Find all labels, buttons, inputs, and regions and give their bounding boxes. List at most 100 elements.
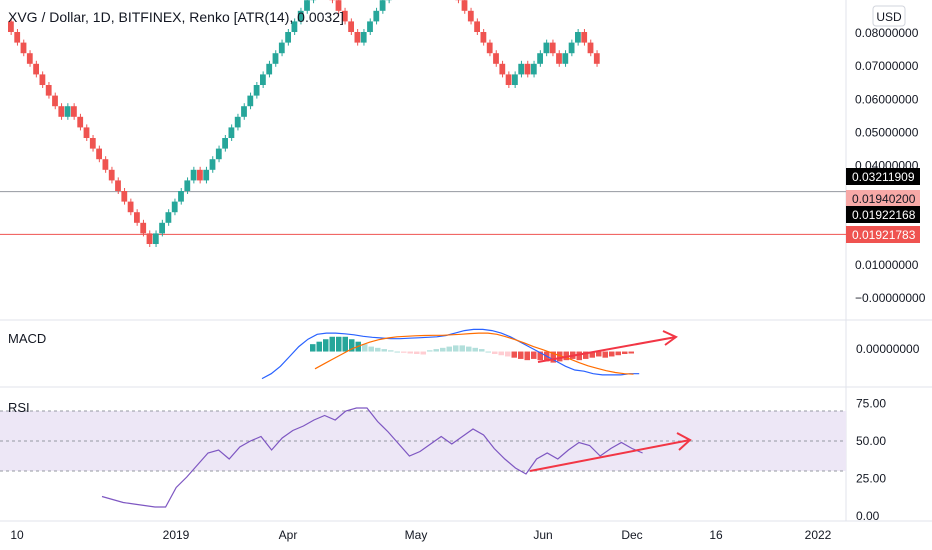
- time-tick-label: Jun: [533, 528, 552, 542]
- time-axis[interactable]: 10 2019 Apr May Jun Dec 16 2022: [10, 528, 831, 542]
- rsi-tick-label: 25.00: [856, 472, 886, 486]
- macd-histogram-bar: [511, 351, 517, 358]
- macd-trend-arrow-head: [662, 330, 678, 346]
- renko-brick: [197, 169, 203, 181]
- macd-histogram-bar: [576, 351, 582, 361]
- time-tick-label: 2022: [805, 528, 832, 542]
- macd-histogram-bar: [583, 351, 589, 359]
- renko-brick: [348, 21, 354, 33]
- time-tick-label: 16: [709, 528, 723, 542]
- chart-title: XVG / Dollar, 1D, BITFINEX, Renko [ATR(1…: [8, 9, 344, 25]
- time-tick-label: Dec: [621, 528, 642, 542]
- price-tick-label: 0.05000000: [855, 125, 919, 139]
- macd-histogram-bar: [414, 351, 420, 354]
- renko-brick: [121, 191, 128, 202]
- renko-brick: [556, 53, 562, 64]
- price-tick-label: 0.07000000: [855, 59, 919, 73]
- macd-axis-value: 0.00000000: [856, 342, 920, 356]
- renko-brick: [108, 169, 115, 181]
- renko-brick: [474, 21, 480, 33]
- time-tick-label: May: [405, 528, 428, 542]
- renko-brick: [178, 191, 184, 202]
- macd-histogram-bar: [349, 339, 355, 352]
- renko-brick: [96, 148, 102, 160]
- macd-histogram-bar: [407, 351, 413, 354]
- pane-separators: [0, 0, 932, 522]
- price-badge-label: 0.01940200: [852, 192, 916, 206]
- macd-histogram-bar: [466, 346, 472, 352]
- price-tick-label: 0.08000000: [855, 26, 919, 40]
- price-badges: 0.03211909 0.01940200 0.01922168 0.01921783: [846, 168, 920, 243]
- macd-histogram-bar: [472, 347, 478, 352]
- macd-trend-arrow: [537, 336, 677, 363]
- renko-brick: [593, 53, 600, 64]
- renko-brick: [581, 32, 588, 43]
- renko-brick: [247, 95, 254, 107]
- macd-histogram-bar: [342, 336, 348, 352]
- renko-brick: [184, 180, 191, 192]
- renko-brick: [165, 212, 172, 223]
- renko-brick: [575, 32, 581, 43]
- macd-histogram-bar: [485, 351, 491, 353]
- price-tick-label: −0.00000000: [855, 291, 926, 305]
- renko-brick: [83, 127, 90, 139]
- time-tick-label: Apr: [279, 528, 298, 542]
- macd-histogram-bar: [628, 351, 634, 354]
- renko-brick: [480, 32, 487, 43]
- renko-brick: [203, 169, 210, 181]
- renko-brick: [77, 116, 84, 128]
- macd-histogram-bar: [368, 346, 374, 352]
- renko-brick: [20, 42, 27, 54]
- renko-brick: [45, 85, 52, 96]
- renko-brick: [159, 222, 165, 234]
- macd-histogram-bar: [498, 351, 504, 356]
- renko-brick: [467, 10, 474, 22]
- price-badge-label: 0.01922168: [852, 208, 916, 222]
- renko-brick: [134, 212, 140, 223]
- macd-histogram-bar: [550, 351, 556, 363]
- macd-histogram-bar: [316, 341, 322, 352]
- renko-brick: [146, 233, 153, 245]
- rsi-trend-arrow: [529, 439, 691, 472]
- renko-brick: [562, 53, 569, 64]
- renko-brick: [26, 53, 33, 64]
- macd-histogram-bar: [420, 351, 426, 355]
- renko-brick: [537, 53, 543, 64]
- rsi-trend-arrow-head: [676, 432, 692, 451]
- currency-label: USD: [876, 10, 902, 24]
- macd-histogram-bar: [524, 351, 530, 361]
- macd-histogram-bar: [589, 351, 595, 358]
- renko-brick: [505, 74, 512, 86]
- renko-brick: [152, 233, 159, 245]
- renko-brick: [64, 106, 71, 117]
- macd-histogram-bar: [492, 351, 498, 354]
- renko-brick: [228, 127, 235, 139]
- macd-histogram-bar: [388, 350, 394, 352]
- renko-brick: [140, 222, 147, 234]
- rsi-tick-label: 50.00: [856, 434, 886, 448]
- time-tick-label: 10: [10, 528, 24, 542]
- macd-histogram-bar: [381, 349, 387, 352]
- rsi-label: RSI: [8, 400, 30, 415]
- macd-histogram-bar: [563, 351, 569, 361]
- rsi-line: [101, 407, 643, 508]
- price-axis[interactable]: 0.08000000 0.07000000 0.06000000 0.05000000…: [855, 26, 926, 305]
- renko-brick: [89, 138, 96, 149]
- macd-histogram-bar: [531, 351, 537, 359]
- price-tick-label: 0.01000000: [855, 258, 919, 272]
- renko-brick: [379, 0, 386, 11]
- rsi-indicator: [101, 407, 692, 508]
- renko-brick: [127, 201, 134, 213]
- renko-bricks: [8, 0, 600, 248]
- macd-histogram-bar: [622, 351, 628, 354]
- currency-button[interactable]: USD: [872, 5, 906, 27]
- renko-brick: [52, 95, 58, 107]
- macd-histogram-bar: [459, 345, 465, 352]
- price-badge-bg: [846, 226, 920, 243]
- renko-brick: [486, 42, 493, 54]
- price-badge-bg: [846, 190, 920, 207]
- renko-brick: [360, 32, 367, 43]
- macd-histogram-bar: [329, 336, 335, 352]
- renko-brick: [234, 116, 241, 128]
